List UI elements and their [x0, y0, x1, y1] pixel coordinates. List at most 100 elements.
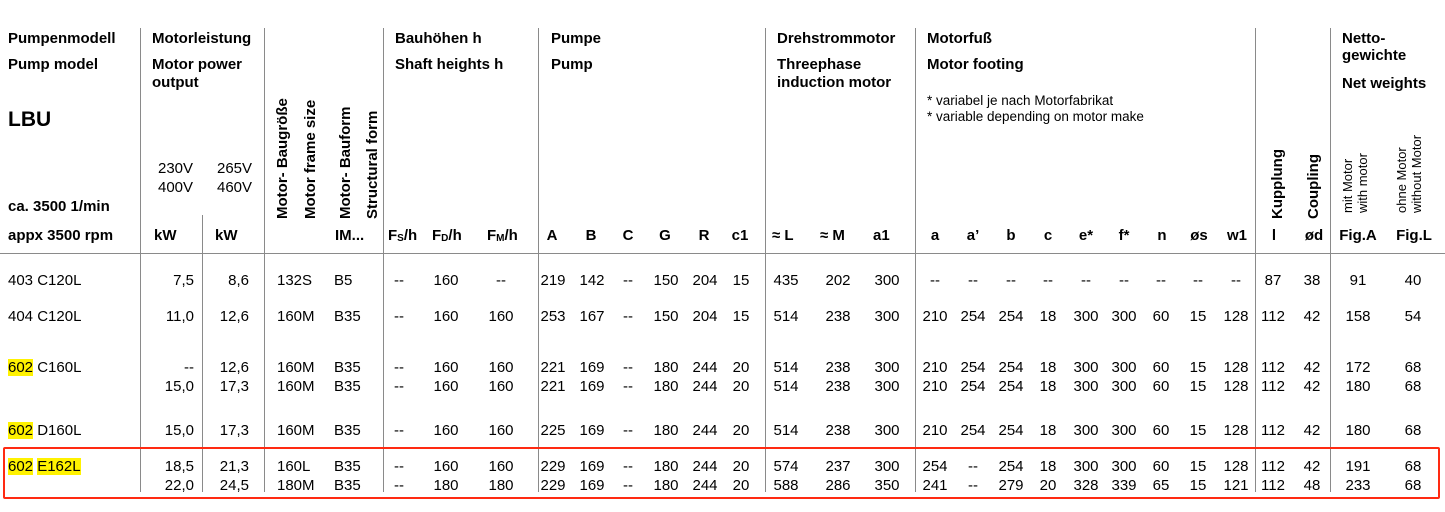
cell-fd: 160 — [433, 272, 459, 289]
cell-c1: 20 — [732, 378, 750, 395]
cell-kw2: 8,6 — [228, 272, 249, 289]
divider-footing — [915, 28, 916, 492]
col-R: R — [698, 227, 710, 244]
motor-form-label-de: Motor- Bauform — [337, 106, 354, 220]
col-f: f* — [1118, 227, 1130, 244]
cell-n: 60 — [1152, 378, 1170, 395]
cell-l: 112 — [1261, 477, 1285, 494]
with-motor-de: mit Motor — [1340, 158, 1355, 213]
cell-A: 219 — [540, 272, 566, 289]
cell-fs: -- — [394, 422, 404, 439]
cell-b: 279 — [998, 477, 1024, 494]
model-prefix: 404 — [8, 308, 34, 325]
cell-B: 169 — [579, 458, 605, 475]
motor-power-label-en: Motor power — [152, 56, 242, 73]
unit-kw-1: kW — [154, 227, 177, 244]
cell-A: 221 — [540, 378, 566, 395]
voltage-265: 265V — [217, 160, 253, 177]
cell-kw1: 7,5 — [173, 272, 194, 289]
cell-form: B35 — [334, 359, 361, 376]
col-fig-l: Fig.L — [1396, 227, 1432, 244]
cell-l: 112 — [1261, 308, 1285, 325]
cell-fm: 160 — [488, 422, 514, 439]
unit-im: IM... — [335, 227, 365, 244]
cell-L: 514 — [773, 359, 799, 376]
pump-model-cell: 404 C120L — [8, 308, 81, 325]
cell-l: 112 — [1261, 422, 1285, 439]
footing-label-de: Motorfuß — [927, 30, 992, 47]
cell-c1: 20 — [732, 359, 750, 376]
cell-d: 42 — [1303, 359, 1321, 376]
cell-a1: 300 — [874, 308, 900, 325]
weights-label-de: Netto- — [1342, 30, 1386, 47]
cell-s: -- — [1193, 272, 1203, 289]
cell-c1: 20 — [732, 458, 750, 475]
cell-frame: 160M — [277, 378, 315, 395]
cell-figA: 91 — [1349, 272, 1367, 289]
cell-a1: 350 — [874, 477, 900, 494]
col-c: c — [1043, 227, 1053, 244]
cell-figA: 180 — [1345, 378, 1371, 395]
cell-n: 60 — [1152, 308, 1170, 325]
pump-model-label-de: Pumpenmodell — [8, 30, 116, 47]
col-M: ≈ M — [820, 227, 845, 244]
col-C: C — [622, 227, 634, 244]
cell-c: 18 — [1039, 458, 1057, 475]
cell-c: 18 — [1039, 308, 1057, 325]
cell-a2: -- — [968, 458, 978, 475]
col-a1: a1 — [873, 227, 890, 244]
model-prefix: 403 — [8, 272, 34, 289]
cell-fm: 180 — [488, 477, 514, 494]
model-prefix: 602 — [8, 422, 34, 439]
col-G: G — [659, 227, 671, 244]
cell-G: 150 — [653, 272, 679, 289]
cell-e: 300 — [1073, 378, 1099, 395]
footing-label-en: Motor footing — [927, 56, 1024, 73]
cell-C: -- — [623, 378, 633, 395]
divider-frame — [264, 28, 265, 492]
cell-R: 244 — [692, 422, 718, 439]
coupling-label-de: Kupplung — [1269, 149, 1286, 219]
cell-d: 42 — [1303, 422, 1321, 439]
divider-pump — [538, 28, 539, 492]
motor-form-label-en: Structural form — [364, 110, 381, 219]
cell-figA: 191 — [1345, 458, 1371, 475]
cell-R: 244 — [692, 359, 718, 376]
cell-G: 150 — [653, 308, 679, 325]
cell-A: 253 — [540, 308, 566, 325]
cell-fm: 160 — [488, 458, 514, 475]
cell-B: 142 — [579, 272, 605, 289]
with-motor-en: with motor — [1355, 153, 1370, 213]
divider-motor — [765, 28, 766, 492]
cell-fs: -- — [394, 272, 404, 289]
cell-c1: 15 — [732, 272, 750, 289]
cell-form: B35 — [334, 477, 361, 494]
cell-s: 15 — [1189, 378, 1207, 395]
cell-a: 210 — [922, 359, 948, 376]
without-motor-en: without Motor — [1409, 134, 1424, 213]
cell-figL: 68 — [1404, 458, 1422, 475]
cell-L: 514 — [773, 308, 799, 325]
highlight-annotation-box — [3, 447, 1440, 499]
col-e: e* — [1078, 227, 1094, 244]
cell-G: 180 — [653, 458, 679, 475]
cell-figA: 233 — [1345, 477, 1371, 494]
cell-c: 20 — [1039, 477, 1057, 494]
cell-a2: 254 — [960, 359, 986, 376]
cell-figL: 68 — [1404, 378, 1422, 395]
cell-s: 15 — [1189, 308, 1207, 325]
cell-L: 514 — [773, 422, 799, 439]
cell-R: 244 — [692, 458, 718, 475]
cell-a2: -- — [968, 477, 978, 494]
model-suffix: D160L — [37, 422, 82, 439]
cell-s: 15 — [1189, 458, 1207, 475]
cell-c: 18 — [1039, 422, 1057, 439]
pump-model-label-en: Pump model — [8, 56, 99, 73]
col-fs: FS/h — [388, 227, 418, 244]
cell-L: 588 — [773, 477, 799, 494]
cell-M: 237 — [825, 458, 851, 475]
divider-coupling — [1255, 28, 1256, 492]
cell-kw2: 17,3 — [219, 378, 249, 395]
without-motor-de: ohne Motor — [1394, 147, 1409, 213]
footing-note-en: * variable depending on motor make — [927, 109, 1144, 124]
